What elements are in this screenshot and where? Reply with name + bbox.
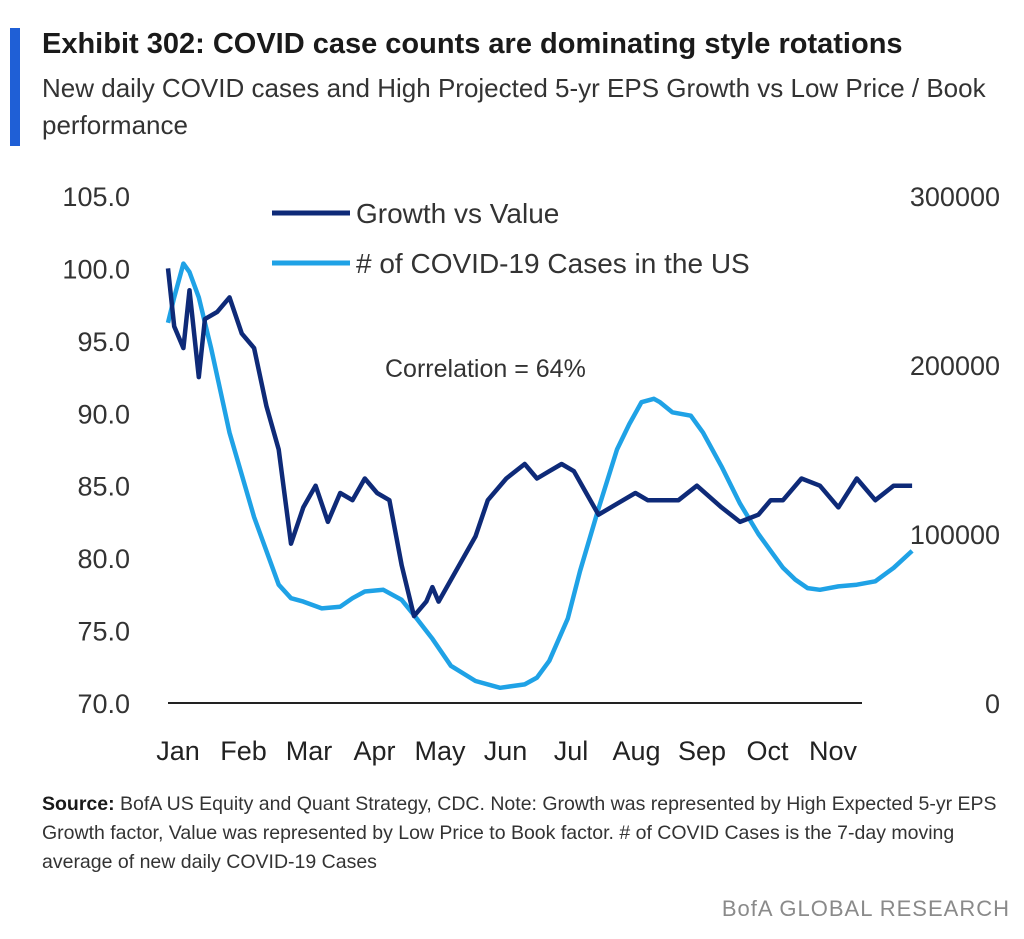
chart-subtitle: New daily COVID cases and High Projected… — [42, 73, 986, 140]
x-axis-labels: Jan Feb Mar Apr May Jun Jul Aug Sep Oct Nov — [156, 736, 857, 766]
chart-title: Exhibit 302: COVID case counts are domin… — [42, 28, 903, 60]
x-tick-label: Apr — [353, 736, 395, 766]
series-line-growth-vs-value — [165, 268, 913, 619]
left-tick-label: 100.0 — [62, 254, 130, 284]
left-axis-ticks: 105.0 100.0 95.0 90.0 85.0 80.0 75.0 70.0 — [62, 182, 130, 719]
source-text: BofA US Equity and Quant Strategy, CDC. … — [42, 793, 997, 873]
left-tick-label: 95.0 — [77, 327, 130, 357]
left-tick-label: 70.0 — [77, 689, 130, 719]
source-note: Source: BofA US Equity and Quant Strateg… — [42, 790, 1017, 877]
x-tick-label: Jan — [156, 736, 200, 766]
x-tick-label: Jun — [484, 736, 528, 766]
left-tick-label: 85.0 — [77, 472, 130, 502]
line-chart: 105.0 100.0 95.0 90.0 85.0 80.0 75.0 70.0 30000… — [62, 182, 1000, 766]
x-tick-label: Aug — [612, 736, 660, 766]
x-tick-label: Mar — [286, 736, 333, 766]
x-tick-label: Feb — [220, 736, 267, 766]
x-tick-label: Jul — [554, 736, 589, 766]
right-tick-label: 300000 — [910, 182, 1000, 212]
right-tick-label: 100000 — [910, 520, 1000, 550]
legend-label: # of COVID-19 Cases in the US — [356, 248, 750, 279]
legend-label: Growth vs Value — [356, 198, 559, 229]
x-tick-label: Sep — [678, 736, 726, 766]
series-layer — [165, 261, 914, 691]
left-tick-label: 105.0 — [62, 182, 130, 212]
left-tick-label: 90.0 — [77, 399, 130, 429]
correlation-annotation: Correlation = 64% — [385, 355, 586, 383]
left-tick-label: 75.0 — [77, 617, 130, 647]
right-tick-label: 0 — [985, 689, 1000, 719]
x-tick-label: May — [414, 736, 466, 766]
source-label: Source: — [42, 793, 115, 815]
brand-footer: BofA GLOBAL RESEARCH — [721, 896, 1010, 921]
left-tick-label: 80.0 — [77, 544, 130, 574]
x-tick-label: Nov — [809, 736, 858, 766]
accent-bar — [10, 28, 20, 146]
x-tick-label: Oct — [746, 736, 789, 766]
legend: Growth vs Value # of COVID-19 Cases in th… — [272, 198, 750, 279]
right-axis-ticks: 300000 200000 100000 0 — [910, 182, 1000, 719]
right-tick-label: 200000 — [910, 351, 1000, 381]
series-line-covid-cases — [165, 261, 914, 691]
